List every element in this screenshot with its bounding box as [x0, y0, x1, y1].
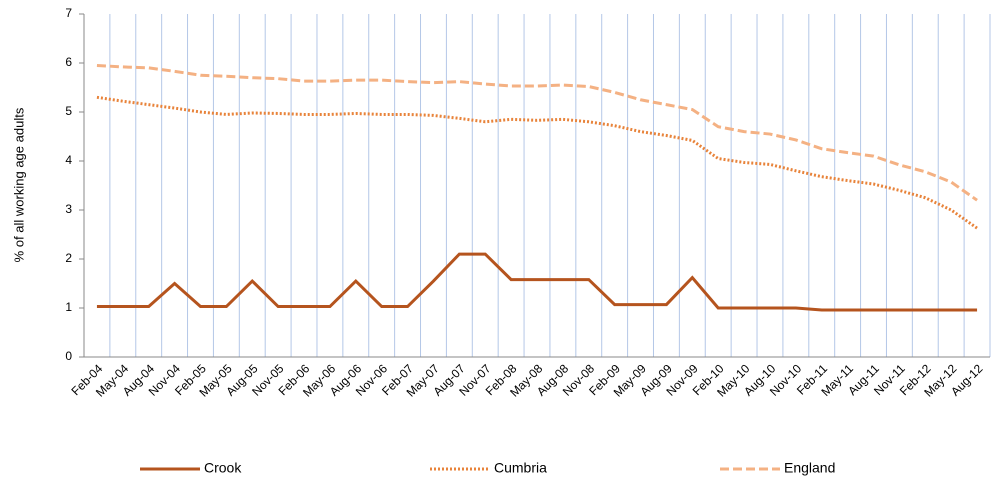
y-tick-label: 7 — [65, 6, 72, 20]
line-series — [96, 252, 978, 312]
line-series — [96, 63, 978, 202]
y-tick-label: 4 — [65, 153, 72, 167]
y-tick-label: 3 — [65, 202, 72, 216]
line-series — [96, 95, 978, 230]
y-tick-label: 0 — [65, 349, 72, 363]
y-tick-label: 5 — [65, 104, 72, 118]
y-tick-label: 6 — [65, 55, 72, 69]
y-axis-label: % of all working age adults — [11, 107, 26, 262]
y-tick-label: 2 — [65, 251, 72, 265]
y-tick-label: 1 — [65, 300, 72, 314]
legend-label: Cumbria — [494, 460, 547, 476]
legend-label: England — [784, 460, 835, 476]
legend-label: Crook — [204, 460, 242, 476]
